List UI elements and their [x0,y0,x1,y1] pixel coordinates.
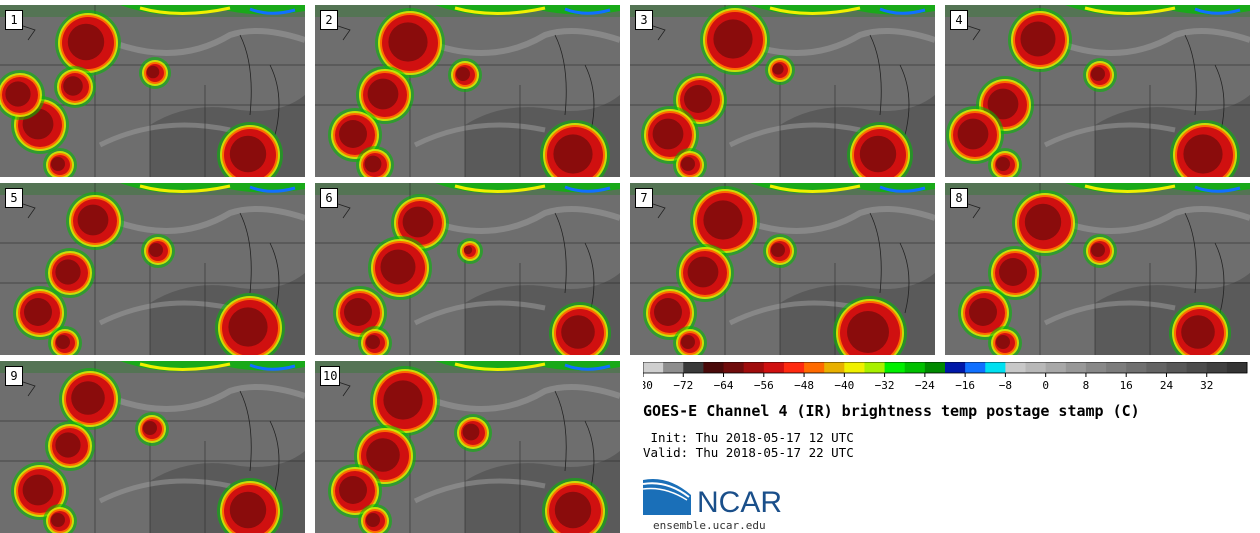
panel-number-label: 10 [320,366,341,386]
colorbar-segment [1025,362,1047,373]
colorbar-tick-label: −32 [875,379,895,392]
ensemble-member-panel-5: 5 [0,183,305,355]
colorbar-tick-label: −24 [915,379,935,392]
init-time: Init: Thu 2018-05-17 12 UTC [643,430,854,445]
colorbar-tick-label: −80 [643,379,653,392]
colorbar-tick-label: −48 [794,379,814,392]
colorbar-tick-label: 8 [1083,379,1090,392]
ensemble-member-panel-7: 7 [630,183,935,355]
satellite-ir-map [630,5,935,177]
panel-number-label: 8 [950,188,968,208]
ncar-logo-icon [643,479,691,515]
colorbar-segment [1126,362,1147,373]
colorbar-segment [945,362,966,373]
panel-number-label: 6 [320,188,338,208]
colorbar-segment [1206,362,1228,373]
satellite-ir-map [945,5,1250,177]
colorbar-segment [904,362,926,373]
figure-title: GOES-E Channel 4 (IR) brightness temp po… [643,402,1140,420]
panel-number-label: 3 [635,10,653,30]
colorbar-segment [663,362,684,373]
colorbar-segment [1106,362,1127,373]
colorbar-tick-label: 16 [1120,379,1133,392]
panel-number-label: 2 [320,10,338,30]
panel-number-label: 1 [5,10,23,30]
colorbar-segment [884,362,906,373]
colorbar-tick-label: −72 [673,379,693,392]
colorbar-tick-label: 24 [1160,379,1174,392]
satellite-ir-map [315,5,620,177]
colorbar-tick-label: 32 [1200,379,1213,392]
colorbar-segment [683,362,704,373]
colorbar-segment [743,362,765,373]
colorbar-segment [643,362,664,373]
colorbar-segment [864,362,886,373]
colorbar-segment [804,362,825,373]
ensemble-member-panel-3: 3 [630,5,935,177]
ensemble-member-panel-9: 9 [0,361,305,533]
colorbar-segment [1085,362,1107,373]
colorbar-segment [1186,362,1208,373]
satellite-ir-map [0,183,305,355]
colorbar-segment [824,362,845,373]
colorbar-tick-label: −8 [999,379,1012,392]
colorbar-segment [844,362,865,373]
colorbar-segment [1166,362,1188,373]
ncar-logo-text: NCAR [697,486,783,519]
colorbar-tick-label: 0 [1042,379,1049,392]
ensemble-member-panel-6: 6 [315,183,620,355]
ensemble-member-panel-4: 4 [945,5,1250,177]
panel-number-label: 7 [635,188,653,208]
colorbar-tick-label: −16 [955,379,975,392]
colorbar-segment [763,362,785,373]
satellite-ir-map [945,183,1250,355]
satellite-ir-map [0,5,305,177]
colorbar-segment [1226,362,1248,373]
colorbar-segment [783,362,805,373]
colorbar-tick-label: −64 [714,379,734,392]
satellite-ir-map [0,361,305,533]
ensemble-member-panel-1: 1 [0,5,305,177]
colorbar-segment [985,362,1006,373]
panel-number-label: 5 [5,188,23,208]
colorbar-segment [703,362,725,373]
satellite-ir-map [315,361,620,533]
colorbar-segment [1005,362,1027,373]
satellite-ir-map [315,183,620,355]
colorbar-segment [1065,362,1087,373]
colorbar-segment [1045,362,1067,373]
ensemble-member-panel-10: 10 [315,361,620,533]
colorbar-segment [723,362,745,373]
panel-number-label: 9 [5,366,23,386]
panel-number-label: 4 [950,10,968,30]
ensemble-member-panel-8: 8 [945,183,1250,355]
satellite-ir-map [630,183,935,355]
colorbar-segment [965,362,986,373]
ensemble-member-panel-2: 2 [315,5,620,177]
colorbar-tick-label: −40 [834,379,854,392]
site-url: ensemble.ucar.edu [653,519,766,532]
valid-time: Valid: Thu 2018-05-17 22 UTC [643,445,854,460]
colorbar-tick-label: −56 [754,379,774,392]
colorbar-segment [1146,362,1167,373]
colorbar-segment [924,362,946,373]
